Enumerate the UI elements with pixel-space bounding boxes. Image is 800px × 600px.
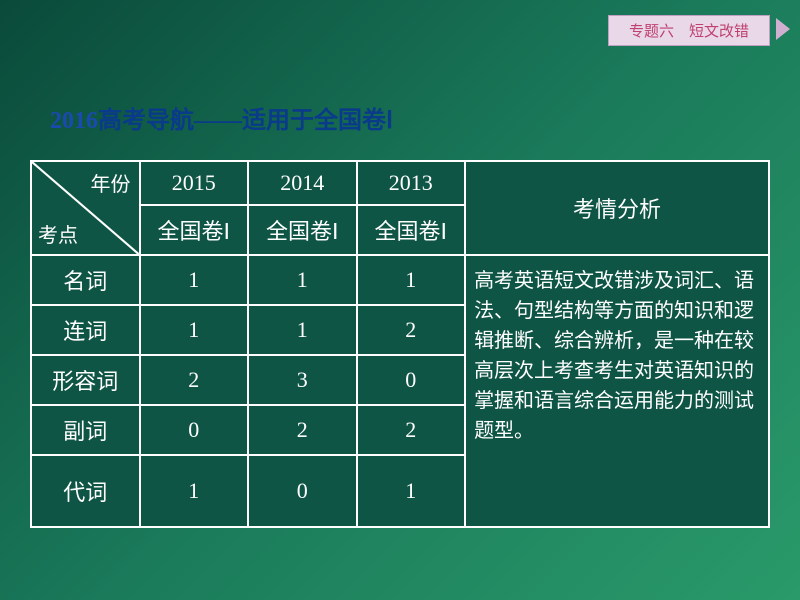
row-header: 名词	[31, 255, 140, 305]
breadcrumb-text: 专题六 短文改错	[629, 24, 749, 40]
analysis-table-container: 年份 考点 2015 2014 2013 考情分析 全国卷Ⅰ 全国卷Ⅰ 全国卷Ⅰ…	[30, 160, 770, 528]
breadcrumb: 专题六 短文改错	[608, 15, 770, 46]
row-header: 连词	[31, 305, 140, 355]
data-cell: 1	[248, 255, 357, 305]
data-cell: 0	[357, 355, 466, 405]
row-header: 形容词	[31, 355, 140, 405]
paper-header: 全国卷Ⅰ	[357, 205, 466, 255]
title-year: 2016	[50, 108, 98, 134]
page-title: 2016高考导航——适用于全国卷Ⅰ	[50, 100, 393, 135]
data-cell: 2	[248, 405, 357, 455]
data-cell: 1	[140, 455, 249, 527]
title-text: 高考导航——适用于全国卷Ⅰ	[98, 108, 393, 134]
diagonal-header-cell: 年份 考点	[31, 161, 140, 255]
data-cell: 2	[140, 355, 249, 405]
data-cell: 0	[248, 455, 357, 527]
data-cell: 1	[140, 255, 249, 305]
topic-axis-label: 考点	[38, 219, 78, 248]
breadcrumb-arrow-icon	[776, 18, 790, 40]
row-header: 副词	[31, 405, 140, 455]
year-header: 2015	[140, 161, 249, 205]
paper-header: 全国卷Ⅰ	[140, 205, 249, 255]
row-header: 代词	[31, 455, 140, 527]
data-cell: 0	[140, 405, 249, 455]
data-cell: 1	[248, 305, 357, 355]
data-cell: 1	[140, 305, 249, 355]
paper-header: 全国卷Ⅰ	[248, 205, 357, 255]
year-header: 2013	[357, 161, 466, 205]
analysis-text: 高考英语短文改错涉及词汇、语法、句型结构等方面的知识和逻辑推断、综合辨析，是一种…	[465, 255, 769, 527]
data-cell: 1	[357, 455, 466, 527]
data-cell: 2	[357, 305, 466, 355]
data-cell: 1	[357, 255, 466, 305]
data-cell: 2	[357, 405, 466, 455]
year-header: 2014	[248, 161, 357, 205]
data-cell: 3	[248, 355, 357, 405]
analysis-header: 考情分析	[465, 161, 769, 255]
table-header-row-1: 年份 考点 2015 2014 2013 考情分析	[31, 161, 769, 205]
analysis-table: 年份 考点 2015 2014 2013 考情分析 全国卷Ⅰ 全国卷Ⅰ 全国卷Ⅰ…	[30, 160, 770, 528]
table-row: 名词 1 1 1 高考英语短文改错涉及词汇、语法、句型结构等方面的知识和逻辑推断…	[31, 255, 769, 305]
year-axis-label: 年份	[91, 168, 131, 197]
